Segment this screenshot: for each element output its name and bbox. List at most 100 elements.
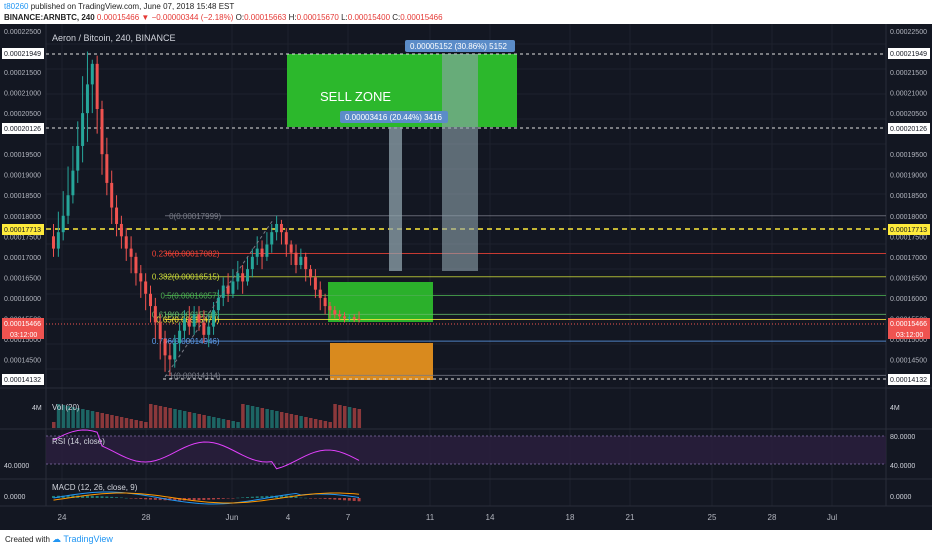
candle-body[interactable] — [270, 232, 274, 245]
candle-body[interactable] — [226, 285, 230, 294]
volume-bars[interactable] — [52, 404, 362, 428]
macd-histogram-bar — [119, 497, 123, 499]
candle-body[interactable] — [318, 289, 322, 298]
measure-bar-large[interactable] — [442, 54, 478, 271]
fib-retracement[interactable]: 0(0.00017999) 0.236(0.00017082) 0.382(0.00… — [152, 212, 886, 381]
author-link[interactable]: t80260 — [4, 2, 29, 11]
candle-body[interactable] — [333, 310, 337, 315]
candle-body[interactable] — [119, 223, 123, 237]
measure-text-small: 0.00003416 (20.44%) 3416 — [345, 113, 443, 122]
candle-body[interactable] — [61, 215, 65, 233]
candle-body[interactable] — [275, 223, 279, 233]
rsi-line[interactable] — [53, 429, 360, 470]
candle-body[interactable] — [66, 195, 70, 216]
time-axis[interactable]: 24 28 Jun 4 7 11 14 18 21 25 28 Jul — [58, 513, 838, 522]
candle-body[interactable] — [309, 269, 313, 278]
macd-histogram-bar — [246, 497, 249, 498]
ohlc-open: 0.00015663 — [244, 13, 287, 22]
candle-body[interactable] — [144, 281, 148, 294]
candle-body[interactable] — [90, 63, 94, 85]
volume-bar — [124, 418, 129, 428]
fib-trend-line[interactable] — [164, 219, 274, 378]
symbol-line: BINANCE:ARNBTC, 240 0.00015466 ▼ −0.0000… — [4, 13, 443, 22]
candle-body[interactable] — [153, 306, 157, 323]
candle-body[interactable] — [357, 318, 361, 320]
candle-body[interactable] — [255, 248, 259, 257]
candle-body[interactable] — [85, 84, 89, 114]
candle-body[interactable] — [323, 297, 327, 307]
tag-low-left — [2, 374, 44, 385]
candle-body[interactable] — [129, 248, 133, 257]
candle-body[interactable] — [124, 236, 128, 249]
candle-body[interactable] — [207, 326, 211, 335]
candle-body[interactable] — [81, 113, 85, 146]
candle-body[interactable] — [216, 297, 220, 311]
price-axis[interactable]: 0.00022500 0.00022500 0.00021500 0.00021500… — [4, 29, 927, 364]
candle-body[interactable] — [241, 273, 245, 282]
candle-body[interactable] — [187, 318, 191, 327]
macd-histogram-bar — [197, 498, 201, 501]
candle-body[interactable] — [313, 277, 317, 290]
macd-histogram-bar — [187, 498, 191, 501]
fib-level-label: 0.786(0.00014946) — [152, 337, 220, 346]
candle-body[interactable] — [299, 256, 303, 266]
fib-level-label: 0.382(0.00016515) — [152, 273, 220, 282]
tag-low-right-text: 0.00014132 — [890, 377, 927, 384]
candle-body[interactable] — [338, 314, 342, 317]
macd-histogram[interactable] — [52, 495, 361, 502]
volume-bar — [168, 408, 172, 428]
candle-body[interactable] — [304, 256, 308, 270]
candle-body[interactable] — [284, 232, 288, 245]
volume-bar — [270, 410, 274, 428]
candle-body[interactable] — [110, 182, 114, 208]
price-tick-left: 0.00015000 — [4, 337, 41, 344]
candle-body[interactable] — [197, 314, 201, 323]
candle-body[interactable] — [192, 314, 196, 327]
candle-body[interactable] — [260, 248, 264, 257]
candle-body[interactable] — [231, 281, 235, 294]
candle-body[interactable] — [158, 322, 162, 339]
candle-body[interactable] — [168, 355, 172, 360]
candle-body[interactable] — [139, 273, 143, 282]
candle-body[interactable] — [352, 317, 356, 319]
candle-body[interactable] — [163, 338, 167, 356]
candle-body[interactable] — [56, 232, 60, 249]
candle-body[interactable] — [178, 330, 182, 344]
measure-bar-small[interactable] — [389, 127, 402, 271]
volume-bar — [197, 414, 201, 428]
candle-body[interactable] — [134, 256, 138, 274]
candle-body[interactable] — [95, 63, 99, 110]
buy-zone-orange[interactable] — [330, 343, 433, 380]
chart-area[interactable]: SELL ZONE 0(0.00017999) 0.236(0.00017082)… — [0, 24, 932, 530]
candle-body[interactable] — [265, 244, 269, 257]
candle-body[interactable] — [328, 306, 332, 311]
candle-body[interactable] — [173, 343, 177, 360]
tag-countdown-left-text: 03:12:00 — [10, 332, 37, 339]
candle-body[interactable] — [236, 273, 240, 282]
buy-zone-green[interactable] — [328, 282, 433, 322]
macd-signal-line[interactable] — [53, 492, 360, 504]
candle-body[interactable] — [52, 236, 55, 249]
candle-body[interactable] — [246, 269, 249, 282]
candle-body[interactable] — [105, 154, 109, 183]
candle-body[interactable] — [100, 109, 104, 155]
candle-body[interactable] — [149, 293, 152, 307]
candle-body[interactable] — [250, 256, 254, 270]
candle-body[interactable] — [289, 244, 293, 253]
macd-histogram-bar — [328, 498, 332, 500]
candle-body[interactable] — [202, 322, 206, 335]
candle-body[interactable] — [343, 316, 346, 319]
candle-body[interactable] — [71, 170, 75, 196]
candle-body[interactable] — [279, 223, 283, 233]
candle-body[interactable] — [182, 318, 186, 331]
chart-canvas[interactable]: SELL ZONE 0(0.00017999) 0.236(0.00017082)… — [0, 24, 932, 530]
price-tick-right: 0.00018500 — [890, 193, 927, 200]
candle-body[interactable] — [115, 207, 119, 224]
candle-body[interactable] — [76, 145, 80, 171]
volume-bar — [246, 405, 250, 428]
candle-body[interactable] — [294, 252, 298, 266]
candle-body[interactable] — [212, 310, 216, 327]
macd-histogram-bar — [338, 498, 342, 500]
tradingview-logo[interactable]: ☁ TradingView — [52, 534, 113, 544]
candle-body[interactable] — [347, 317, 351, 319]
